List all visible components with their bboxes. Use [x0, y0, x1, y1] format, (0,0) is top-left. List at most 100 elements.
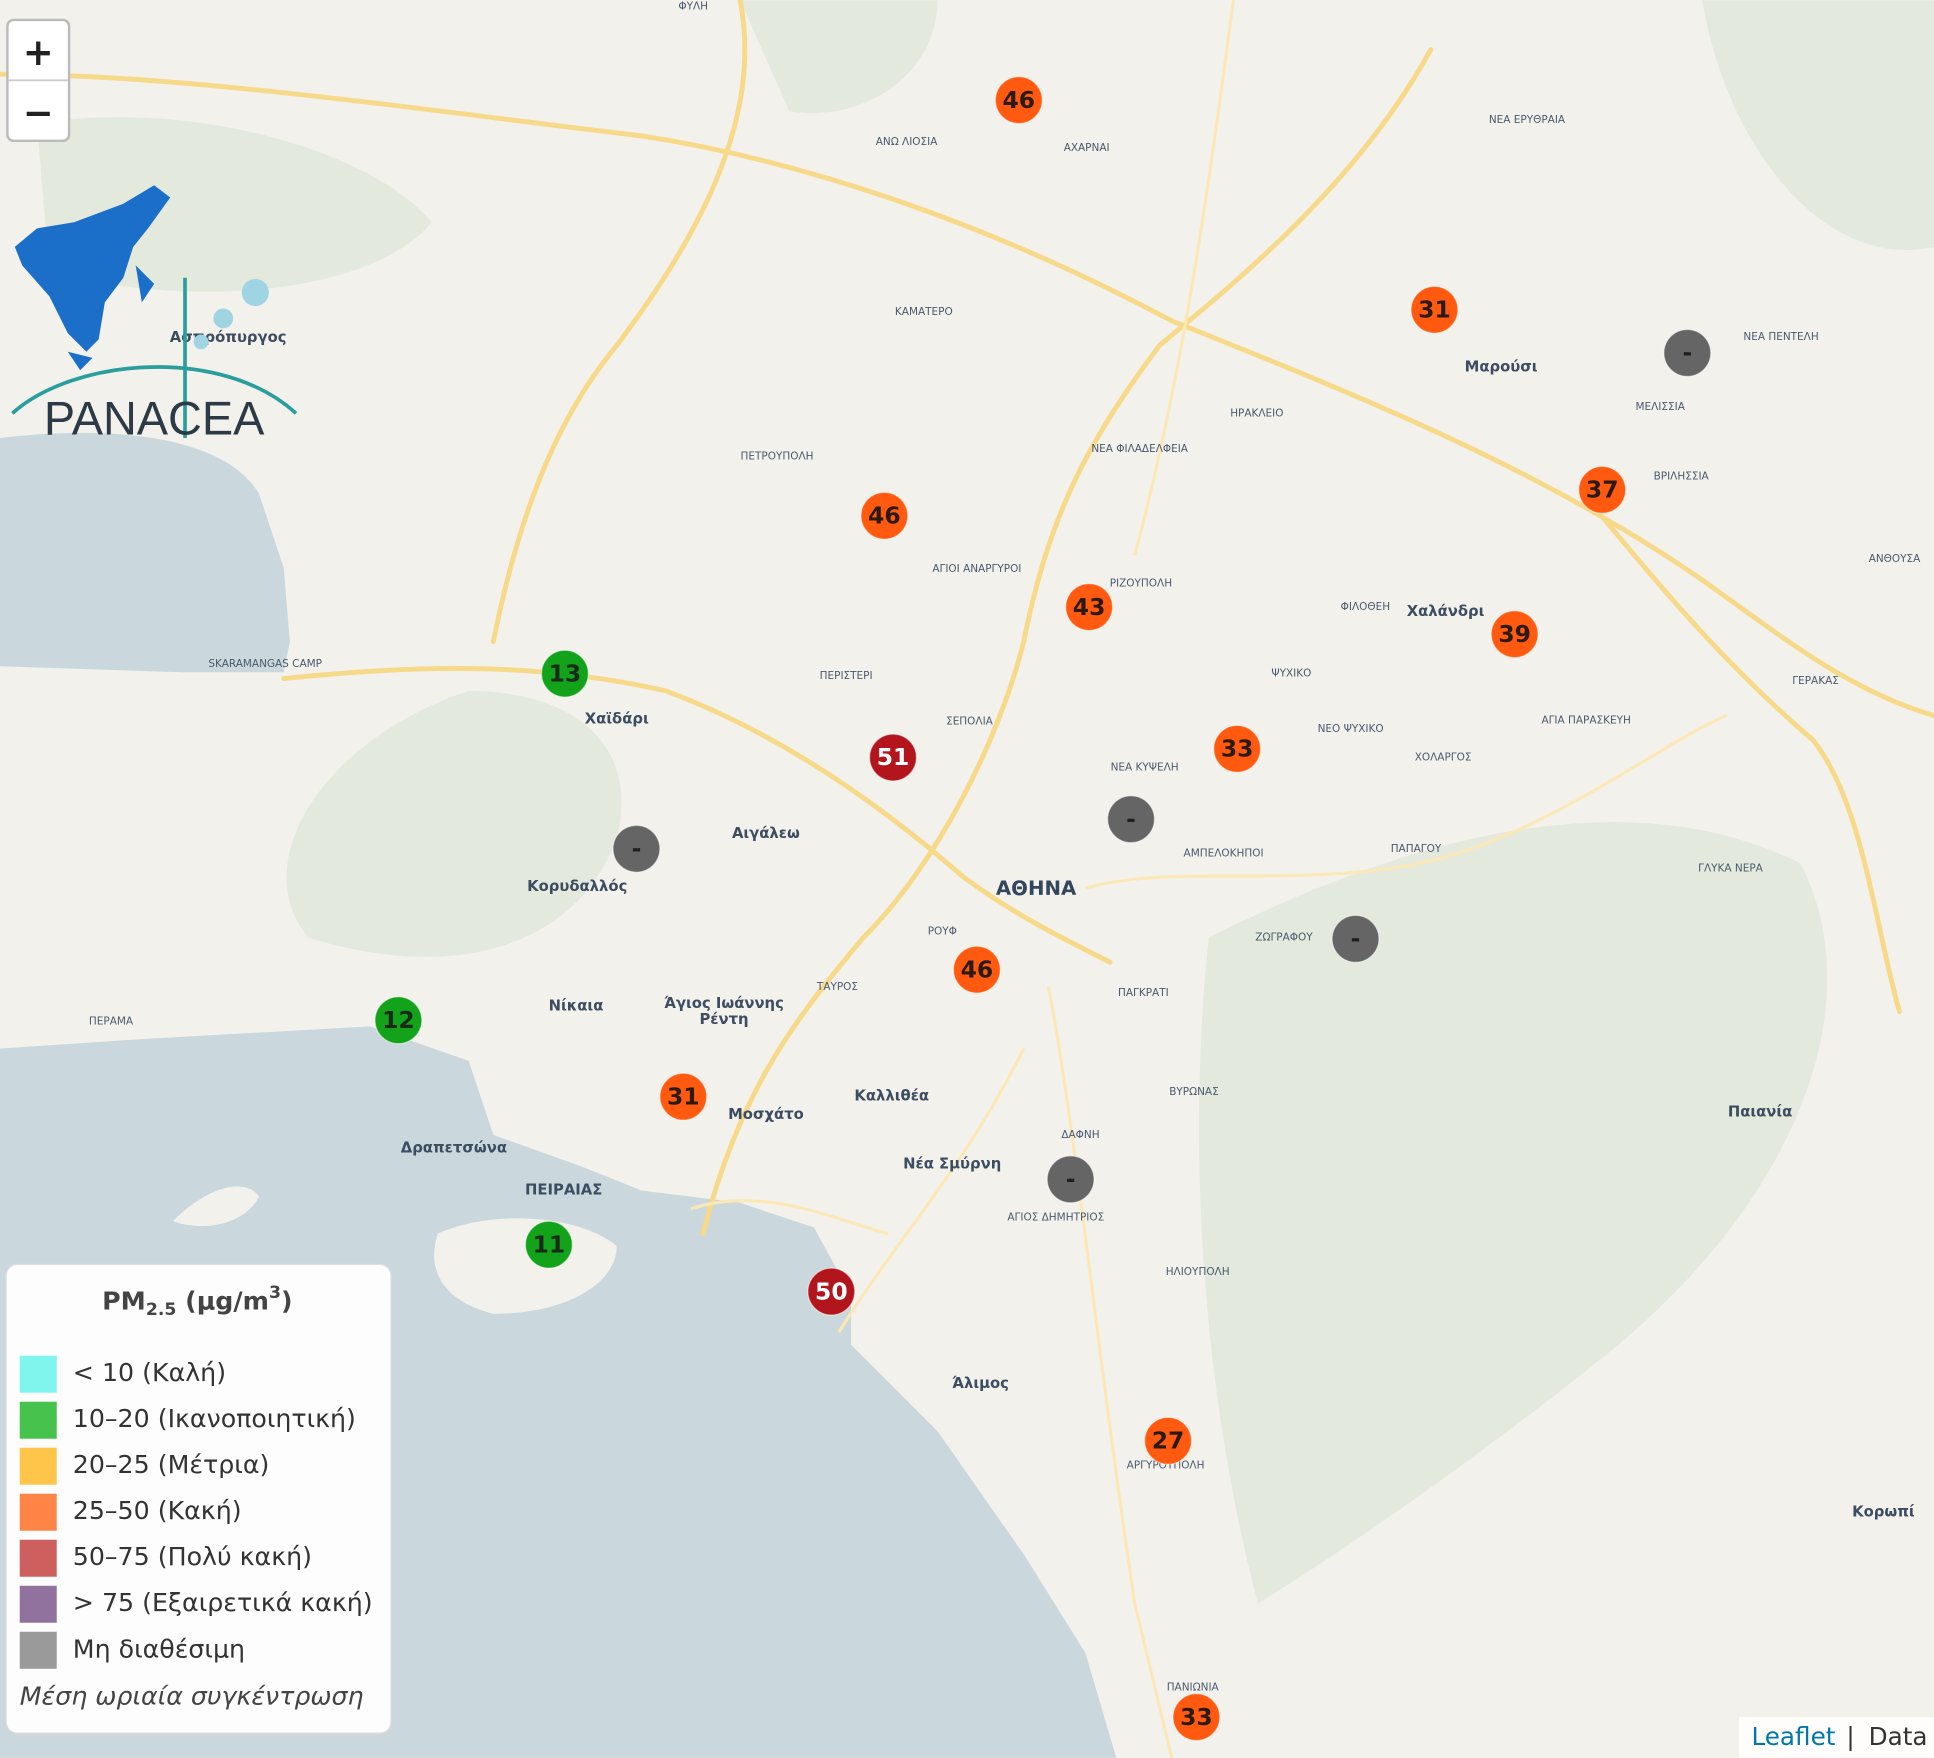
zoom-in[interactable]: + [23, 31, 54, 74]
place-label: ΑΝΘΟΥΣΑ [1869, 553, 1921, 565]
marker-circle [868, 733, 918, 782]
place-label: ΔΑΦΝΗ [1061, 1129, 1099, 1141]
station-marker[interactable]: - [1663, 328, 1712, 377]
legend-title-part: ) [281, 1287, 293, 1316]
place-label: ΦΙΛΟΘΕΗ [1341, 601, 1390, 613]
place-label: ΑΧΑΡΝΑΙ [1064, 142, 1110, 154]
marker-value: 39 [1498, 620, 1531, 648]
marker-value: - [1682, 339, 1692, 367]
legend-swatch [19, 1539, 57, 1577]
station-marker[interactable]: 33 [1213, 724, 1262, 773]
legend-title-part: PM [102, 1287, 146, 1316]
place-label: Κορωπί [1852, 1503, 1915, 1520]
place-label: ΒΡΙΛΗΣΣΙΑ [1654, 470, 1710, 482]
place-label: ΑΡΓΥΡΟΥΠΟΛΗ [1127, 1459, 1205, 1471]
legend-label: 50–75 (Πολύ κακή) [73, 1542, 312, 1571]
marker-circle [374, 996, 423, 1045]
legend-swatch [19, 1493, 57, 1531]
station-marker[interactable]: 33 [1172, 1693, 1221, 1742]
marker-value: 43 [1073, 593, 1106, 621]
place-label: ΑΓΙΟΣ ΔΗΜΗΤΡΙΟΣ [1007, 1212, 1104, 1224]
legend-label: 20–25 (Μέτρια) [73, 1450, 270, 1479]
legend-swatch [19, 1631, 57, 1669]
place-label: Νέα Σμύρνη [903, 1156, 1001, 1173]
marker-value: 33 [1180, 1703, 1213, 1731]
logo-text: PANACEA [44, 392, 265, 444]
attribution-link[interactable]: Leaflet [1751, 1722, 1835, 1751]
place-label: Νίκαια [549, 998, 604, 1015]
station-marker[interactable]: 50 [807, 1267, 856, 1316]
place-label: ΝΕΟ ΨΥΧΙΚΟ [1318, 723, 1384, 735]
place-label: ΑΜΠΕΛΟΚΗΠΟΙ [1184, 848, 1264, 860]
place-label: ΦΥΛΗ [678, 0, 708, 12]
place-label: ΡΙΖΟΥΠΟΛΗ [1110, 578, 1172, 590]
place-label: Μοσχάτο [728, 1106, 804, 1123]
legend-swatch [19, 1355, 57, 1393]
marker-circle [1331, 914, 1380, 963]
marker-value: 31 [667, 1082, 700, 1110]
marker-value: 46 [1002, 86, 1035, 114]
place-label: ΠΕΙΡΑΙΑΣ [525, 1181, 602, 1198]
station-marker[interactable]: 46 [952, 945, 1001, 994]
station-marker[interactable]: 27 [1143, 1416, 1193, 1465]
place-label: ΝΕΑ ΦΙΛΑΔΕΛΦΕΙΑ [1091, 443, 1188, 455]
place-label: ΝΕΑ ΕΡΥΘΡΑΙΑ [1489, 114, 1566, 126]
marker-value: 37 [1586, 476, 1619, 504]
station-marker[interactable]: 46 [994, 76, 1043, 125]
station-marker[interactable]: 39 [1490, 610, 1539, 659]
station-marker[interactable]: 31 [659, 1072, 708, 1121]
place-label: ΗΛΙΟΥΠΟΛΗ [1166, 1266, 1230, 1278]
station-marker[interactable]: 43 [1065, 582, 1114, 632]
marker-value: - [1066, 1165, 1076, 1193]
station-marker[interactable]: - [1106, 795, 1156, 844]
place-label: ΑΘΗΝΑ [996, 877, 1077, 900]
marker-circle [1578, 465, 1627, 514]
place-label: ΧΟΛΑΡΓΟΣ [1415, 752, 1472, 764]
station-marker[interactable]: 13 [540, 649, 589, 698]
zoom-out[interactable]: − [23, 91, 54, 134]
legend-label: Μη διαθέσιμη [73, 1634, 245, 1663]
place-label: SKARAMANGAS CAMP [208, 658, 322, 670]
logo-dot [193, 334, 209, 350]
station-marker[interactable]: - [1331, 914, 1380, 963]
place-label: Ασπρόπυργος [170, 329, 287, 346]
zoom-control: + − [6, 18, 71, 143]
station-marker[interactable]: 46 [860, 491, 909, 540]
place-label: Κορυδαλλός [527, 878, 627, 895]
station-marker[interactable]: - [1046, 1155, 1095, 1204]
station-marker[interactable]: 11 [524, 1220, 573, 1269]
place-label: Καλλιθέα [854, 1088, 929, 1105]
station-marker[interactable]: 37 [1578, 465, 1627, 514]
place-label: ΝΕΑ ΠΕΝΤΕΛΗ [1743, 331, 1818, 343]
marker-circle [860, 491, 909, 540]
legend-note: Μέση ωριαία συγκέντρωση [20, 1681, 364, 1710]
attribution-box [1739, 1717, 1934, 1758]
marker-circle [612, 824, 661, 873]
marker-value: 46 [868, 501, 901, 529]
marker-value: 51 [877, 743, 910, 771]
place-label: ΓΕΡΑΚΑΣ [1792, 675, 1839, 687]
place-label: Χαλάνδρι [1407, 603, 1485, 620]
place-label: ΑΓΙΟΙ ΑΝΑΡΓΥΡΟΙ [932, 563, 1021, 575]
station-marker[interactable]: 12 [374, 996, 423, 1045]
place-label: Άλιμος [952, 1375, 1009, 1392]
marker-circle [1046, 1155, 1095, 1204]
marker-circle [952, 945, 1001, 994]
place-label: ΓΛΥΚΑ ΝΕΡΑ [1698, 863, 1764, 875]
attribution: Leaflet | Data [1739, 1717, 1934, 1758]
place-label: ΤΑΥΡΟΣ [816, 981, 858, 993]
marker-value: 27 [1152, 1427, 1185, 1455]
station-marker[interactable]: 31 [1410, 285, 1459, 334]
station-marker[interactable]: - [612, 824, 661, 873]
legend-title-sub: 2.5 [146, 1300, 177, 1320]
attribution-link[interactable]: Data [1869, 1722, 1928, 1751]
place-label: ΠΑΝΙΩΝΙΑ [1167, 1682, 1220, 1694]
marker-circle [1106, 795, 1156, 844]
marker-value: - [1351, 925, 1361, 953]
place-label: ΣΕΠΟΛΙΑ [946, 716, 994, 728]
marker-circle [1410, 285, 1459, 334]
marker-circle [1172, 1693, 1221, 1742]
station-marker[interactable]: 51 [868, 733, 918, 782]
place-label: ΝΕΑ ΚΥΨΕΛΗ [1111, 761, 1179, 773]
